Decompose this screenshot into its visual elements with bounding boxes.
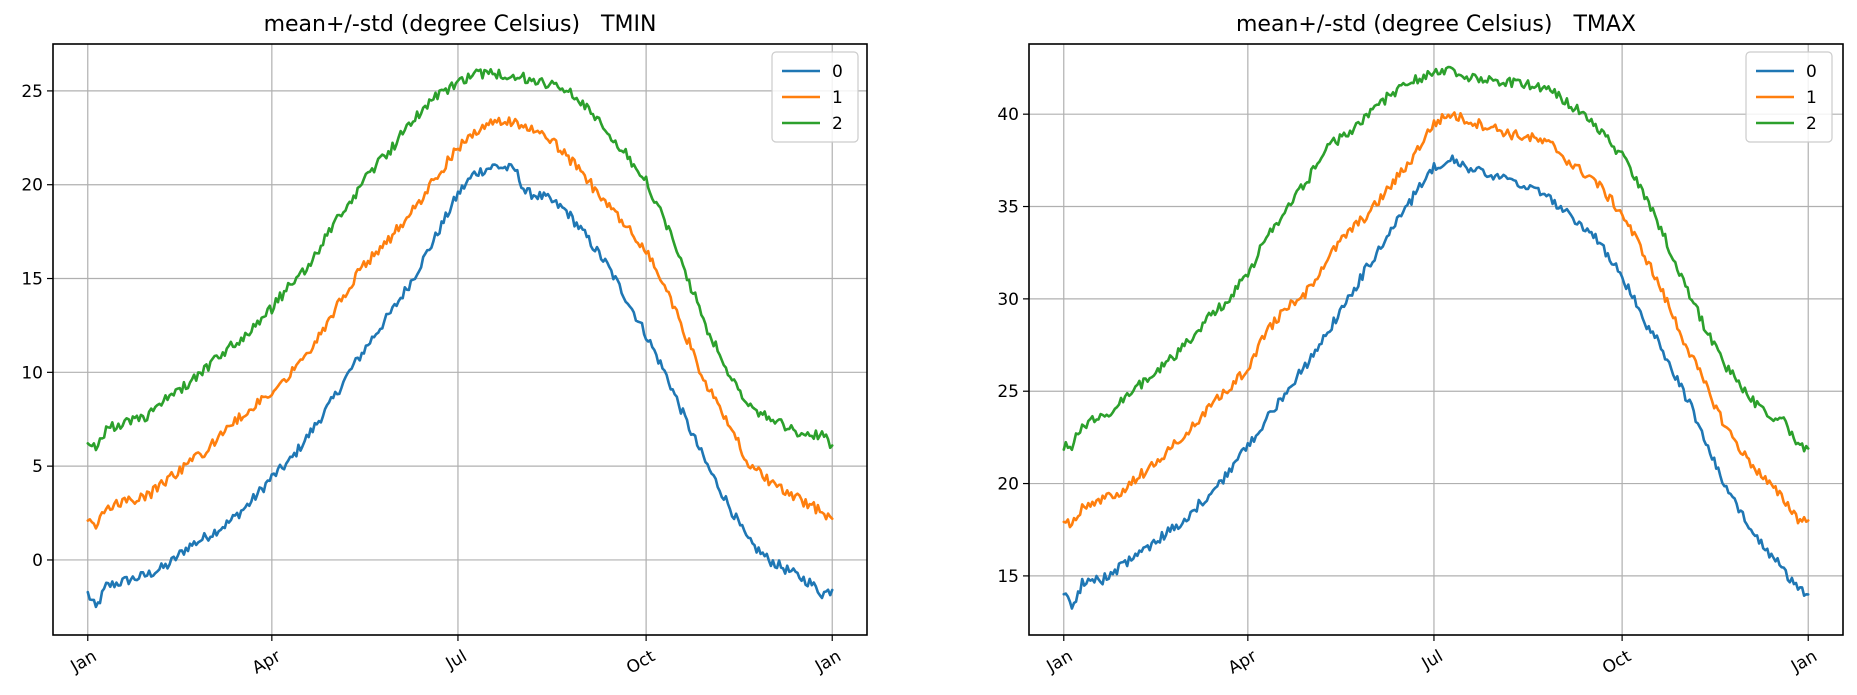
tmax-x-tick-label: Jan [1787,646,1821,677]
tmin-legend-label-0: 0 [832,62,843,82]
tmax-legend-label-2: 2 [1806,114,1817,134]
tmin-x-tick-label: Apr [249,646,284,678]
tmin-series-line-0 [86,162,834,609]
tmin-series-line-1 [86,116,834,530]
tmin-y-tick-label: 15 [21,270,43,290]
tmin-y-tick-label: 25 [21,82,43,102]
tmin-x-tick-label: Jan [811,646,845,677]
tmax-chart-title: mean+/-std (degree Celsius) TMAX [1236,12,1636,37]
tmax-x-tick-label: Oct [1599,646,1635,678]
tmin-y-tick-label: 20 [21,176,43,196]
tmax-legend: 0 1 2 [1745,51,1833,143]
tmax-series-line-0 [1062,154,1810,610]
tmax-series-line-1 [1062,111,1810,529]
tmin-x-tick-label: Jul [442,646,471,674]
tmax-x-tick-label: Jul [1418,646,1447,674]
tmax-y-tick-label: 20 [997,475,1019,495]
tmin-chart-title: mean+/-std (degree Celsius) TMIN [264,12,657,37]
tmax-legend-label-0: 0 [1806,62,1817,82]
tmin-ticks: Jan Apr Jul Oct Jan 0 5 10 15 20 25 [21,82,844,679]
tmin-axes-frame [52,43,868,636]
tmax-legend-label-1: 1 [1806,88,1817,108]
tmin-legend-label-2: 2 [832,114,843,134]
tmin-y-tick-label: 0 [32,551,43,571]
tmax-y-tick-label: 40 [997,105,1019,125]
tmax-grid [1029,44,1843,635]
tmax-series-line-2 [1062,65,1810,453]
tmin-legend-label-1: 1 [832,88,843,108]
tmin-y-tick-label: 5 [32,457,43,477]
tmax-axes-frame [1028,43,1844,636]
tmin-grid [53,44,867,635]
tmin-legend: 0 1 2 [771,51,859,143]
tmin-x-tick-label: Oct [623,646,659,678]
tmin-y-tick-label: 10 [21,363,43,383]
tmax-x-tick-label: Jan [1043,646,1077,677]
tmin-series-line-2 [86,68,834,452]
tmax-x-tick-label: Apr [1225,646,1260,678]
tmax-y-tick-label: 15 [997,567,1019,587]
tmax-y-tick-label: 25 [997,382,1019,402]
tmax-series [1062,65,1810,610]
tmax-y-tick-label: 30 [997,290,1019,310]
tmin-series [86,68,834,609]
tmax-y-tick-label: 35 [997,198,1019,218]
tmin-x-tick-label: Jan [67,646,101,677]
